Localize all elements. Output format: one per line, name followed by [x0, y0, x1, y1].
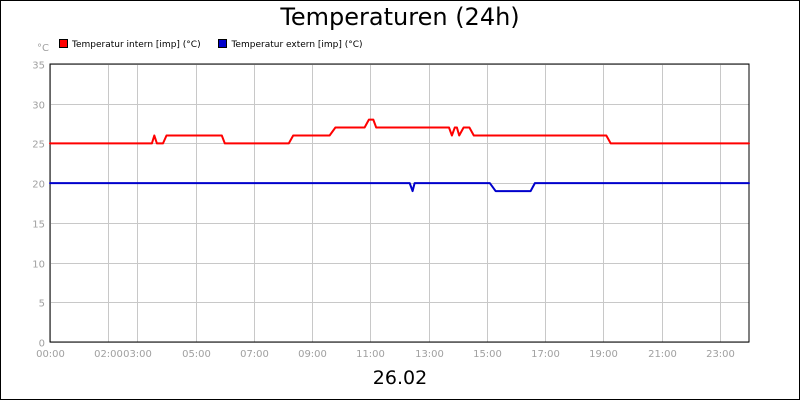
- legend: Temperatur intern [imp] (°C) Temperatur …: [59, 39, 378, 51]
- series-line-1: [49, 182, 750, 193]
- grid-layer: [50, 64, 749, 343]
- x-tick-label: 05:00: [182, 349, 211, 360]
- legend-label-intern: Temperatur intern [imp] (°C): [72, 40, 201, 50]
- x-tick-label: 02:00: [94, 349, 123, 360]
- y-tick-label: 10: [32, 260, 45, 271]
- y-tick-label: 35: [32, 61, 45, 72]
- y-axis-unit-label: °C: [37, 43, 49, 54]
- x-tick-label: 11:00: [356, 349, 385, 360]
- y-tick-label: 0: [39, 339, 45, 350]
- y-tick-label: 15: [32, 220, 45, 231]
- y-tick-label: 5: [39, 299, 45, 310]
- x-tick-label: 13:00: [415, 349, 444, 360]
- series-layer: [49, 118, 750, 193]
- y-tick-label: 20: [32, 180, 45, 191]
- y-tick-label: 30: [32, 101, 45, 112]
- legend-item-extern: Temperatur extern [imp] (°C): [218, 39, 363, 51]
- x-tick-label: 03:00: [123, 349, 152, 360]
- x-tick-label: 21:00: [648, 349, 677, 360]
- x-tick-label: 17:00: [531, 349, 560, 360]
- legend-item-intern: Temperatur intern [imp] (°C): [59, 39, 201, 51]
- x-axis-date-label: 26.02: [372, 367, 428, 389]
- tick-layer: 0 5 10 15 20 25 30 35 00:00 02:00 03:00 05:00 07:00 0…: [32, 61, 735, 361]
- x-tick-label: 15:00: [473, 349, 502, 360]
- x-tick-label: 07:00: [240, 349, 269, 360]
- x-tick-label: 09:00: [298, 349, 327, 360]
- series-line-0: [49, 118, 750, 145]
- chart-title: Temperaturen (24h): [280, 3, 520, 31]
- x-tick-label: 19:00: [589, 349, 618, 360]
- x-tick-label: 23:00: [706, 349, 735, 360]
- legend-swatch-intern: [59, 39, 68, 48]
- legend-swatch-extern: [218, 39, 228, 48]
- y-tick-label: 25: [32, 140, 45, 151]
- x-tick-label: 00:00: [36, 349, 65, 360]
- plot-area-border: [49, 63, 750, 343]
- legend-label-extern: Temperatur extern [imp] (°C): [231, 40, 363, 50]
